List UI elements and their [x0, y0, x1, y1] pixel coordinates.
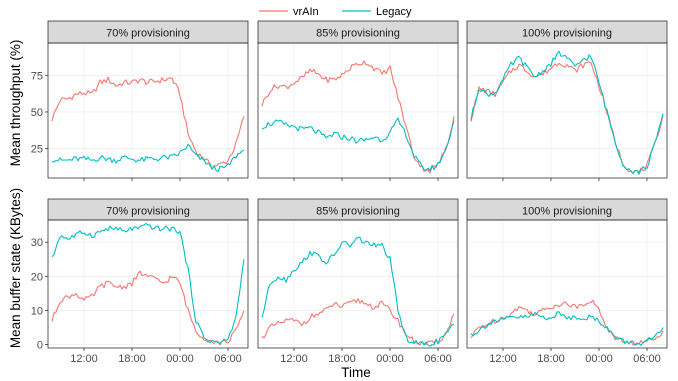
panel-r1c1: 70% provisioning 25 50 75 [31, 20, 249, 181]
x-tick-label-r2c1: 18:00 [118, 353, 146, 365]
y-tick-label-r1c1: 50 [31, 107, 43, 119]
series-line-vrain-r2c3 [470, 299, 664, 346]
x-tick-label-r2c1: 00:00 [166, 353, 194, 365]
panel-r2c1: 70% provisioning 0 10 20 30 12:00 18:00 00:00 06… [31, 198, 249, 365]
x-tick-label-r2c1: 12:00 [70, 353, 98, 365]
y-tick-label-r1c1: 25 [31, 144, 43, 156]
y-tick-label-r1c1: 75 [31, 70, 43, 82]
panel-r1c3: 100% provisioning [466, 20, 668, 181]
strip-label-85-provisioning-r2c2: 85% provisioning [316, 206, 400, 218]
x-tick-label-r2c3: 00:00 [585, 353, 613, 365]
strip-label-100-provisioning-r1c3: 100% provisioning [522, 28, 612, 40]
y-axis-title-row-1: Mean throughput (%) [8, 40, 23, 167]
x-tick-label-r2c1: 06:00 [214, 353, 242, 365]
series-line-legacy-r2c3 [470, 311, 664, 346]
panel-r2c3: 100% provisioning 12:00 18:00 00:00 06:00 [466, 198, 668, 365]
x-tick-label-r2c2: 06:00 [424, 353, 452, 365]
y-tick-label-r2c1: 0 [37, 340, 43, 352]
panel-border-r1c1 [47, 42, 249, 179]
y-axis-title-row-2: Mean buffer state (KBytes) [8, 188, 23, 348]
x-tick-label-r2c2: 18:00 [328, 353, 356, 365]
panel-r1c2: 85% provisioning [257, 20, 459, 181]
y-tick-label-r2c1: 10 [31, 305, 43, 317]
series-line-legacy-r2c2 [261, 236, 455, 347]
y-tick-label-r2c1: 30 [31, 237, 43, 249]
series-line-vrain-r2c2 [261, 298, 455, 346]
panel-border-r2c2 [257, 219, 459, 349]
panel-border-r1c3 [466, 42, 668, 179]
x-tick-label-r2c2: 12:00 [280, 353, 308, 365]
legend-label-legacy: Legacy [376, 6, 412, 18]
series-line-vrain-r2c1 [51, 270, 245, 346]
legend-label-vrain: vrAIn [293, 6, 319, 18]
panel-r2c2: 85% provisioning 12:00 18:00 00:00 06:00 [257, 198, 459, 365]
x-tick-label-r2c3: 06:00 [633, 353, 661, 365]
strip-label-70-provisioning-r2c1: 70% provisioning [106, 206, 190, 218]
panel-border-r1c2 [257, 42, 459, 179]
x-axis-title: Time [341, 365, 371, 380]
x-tick-label-r2c3: 12:00 [489, 353, 517, 365]
y-tick-label-r2c1: 20 [31, 271, 43, 283]
panel-border-r2c3 [466, 219, 668, 349]
series-line-legacy-r2c1 [51, 222, 245, 344]
strip-label-100-provisioning-r2c3: 100% provisioning [522, 206, 612, 218]
series-line-legacy-r1c3 [470, 50, 664, 175]
x-tick-label-r2c2: 00:00 [376, 353, 404, 365]
series-line-vrain-r1c2 [261, 60, 455, 174]
series-line-vrain-r1c3 [470, 61, 664, 175]
x-tick-label-r2c3: 18:00 [537, 353, 565, 365]
series-line-vrain-r1c1 [51, 76, 245, 170]
strip-label-70-provisioning-r1c1: 70% provisioning [106, 28, 190, 40]
chart-legend: vrAIn Legacy [259, 6, 412, 18]
series-line-legacy-r1c2 [261, 117, 455, 172]
strip-label-85-provisioning-r1c2: 85% provisioning [316, 28, 400, 40]
series-line-legacy-r1c1 [51, 143, 245, 173]
panel-border-r2c1 [47, 219, 249, 349]
